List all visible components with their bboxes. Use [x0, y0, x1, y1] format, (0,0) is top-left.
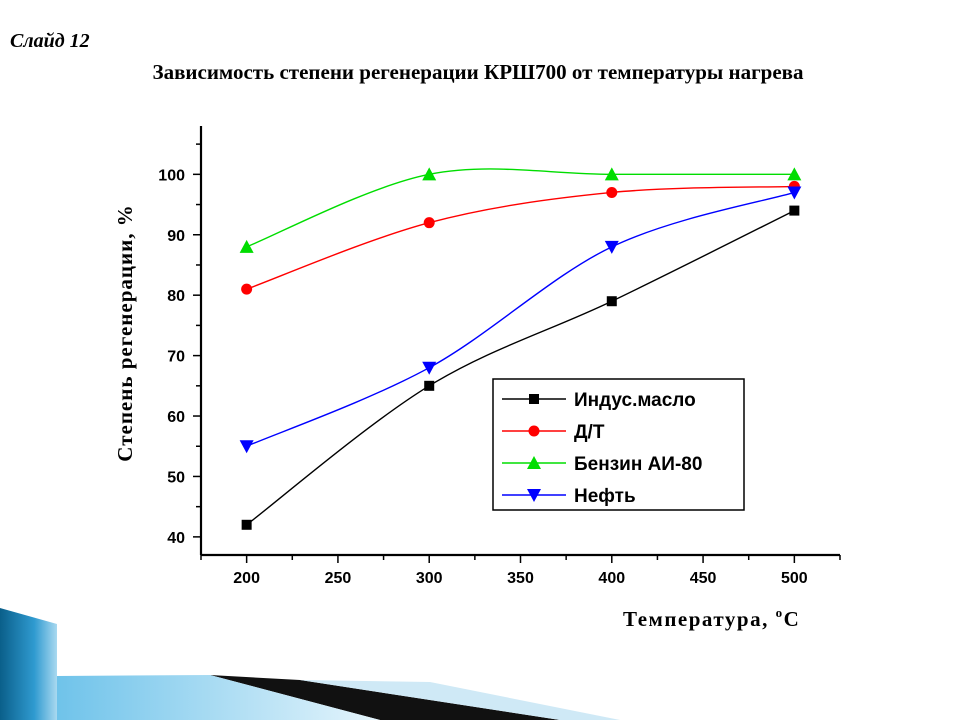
data-point	[239, 239, 254, 253]
y-tick-label: 50	[167, 469, 185, 486]
series-1	[241, 180, 800, 295]
slide-number: Слайд 12	[10, 30, 90, 52]
corner-black-band	[210, 675, 560, 720]
y-tick-label: 70	[167, 349, 185, 366]
data-point	[787, 167, 802, 181]
data-point	[789, 205, 800, 216]
data-point	[606, 186, 618, 198]
x-tick-label: 200	[233, 570, 260, 587]
data-point	[422, 361, 437, 375]
x-axis-title-degree: o	[776, 605, 784, 620]
legend-marker	[527, 489, 541, 502]
y-axis-title: Степень регенерации, %	[113, 204, 137, 461]
series-2	[239, 167, 802, 253]
legend-marker	[529, 394, 539, 404]
chart-legend: Индус.масло Д/Т Бензин АИ-80 Нефть	[492, 378, 745, 511]
legend-label: Д/Т	[574, 422, 605, 443]
corner-light-band	[57, 675, 380, 720]
legend-label: Индус.масло	[574, 390, 696, 411]
data-point	[423, 217, 435, 229]
series-line	[246, 185, 795, 290]
series-line	[246, 191, 795, 447]
series-line	[246, 168, 795, 248]
data-point	[604, 167, 619, 181]
legend-label: Нефть	[574, 486, 636, 507]
series-line	[246, 209, 795, 526]
x-tick-label: 400	[598, 570, 625, 587]
legend-label: Бензин АИ-80	[574, 454, 702, 475]
x-tick-label: 350	[507, 570, 534, 587]
series-3	[239, 186, 802, 454]
slide-title: Зависимость степени регенерации КРШ700 о…	[152, 60, 804, 84]
x-tick-label: 300	[416, 570, 443, 587]
data-point	[241, 283, 253, 295]
data-point	[239, 440, 254, 454]
y-tick-label: 100	[158, 167, 185, 184]
chart-axis-labels: Степень регенерации, % Температура, oС	[113, 204, 800, 631]
y-tick-label: 60	[167, 409, 185, 426]
chart-axes: 40 50 60 70 80 90 100 200 250 300 350 400 450 500	[158, 126, 841, 587]
corner-pale-band	[300, 680, 620, 720]
data-point	[422, 167, 437, 181]
x-tick-label: 500	[781, 570, 808, 587]
x-tick-label: 250	[325, 570, 352, 587]
corner-blue-wedge	[0, 608, 57, 720]
x-axis-title-unit: С	[784, 607, 801, 631]
y-tick-label: 40	[167, 530, 185, 547]
legend-marker	[527, 456, 541, 469]
x-axis-title-main: Температура,	[623, 607, 776, 631]
data-point	[787, 186, 802, 200]
x-axis-title: Температура, oС	[623, 605, 800, 631]
data-point	[606, 296, 617, 307]
y-tick-label: 80	[167, 288, 185, 305]
x-tick-label: 450	[690, 570, 717, 587]
legend-marker	[528, 425, 540, 437]
data-point	[604, 240, 619, 254]
series-0	[241, 205, 800, 530]
data-point	[424, 380, 435, 391]
y-tick-label: 90	[167, 228, 185, 245]
data-point	[241, 519, 252, 530]
chart-series	[239, 167, 802, 530]
